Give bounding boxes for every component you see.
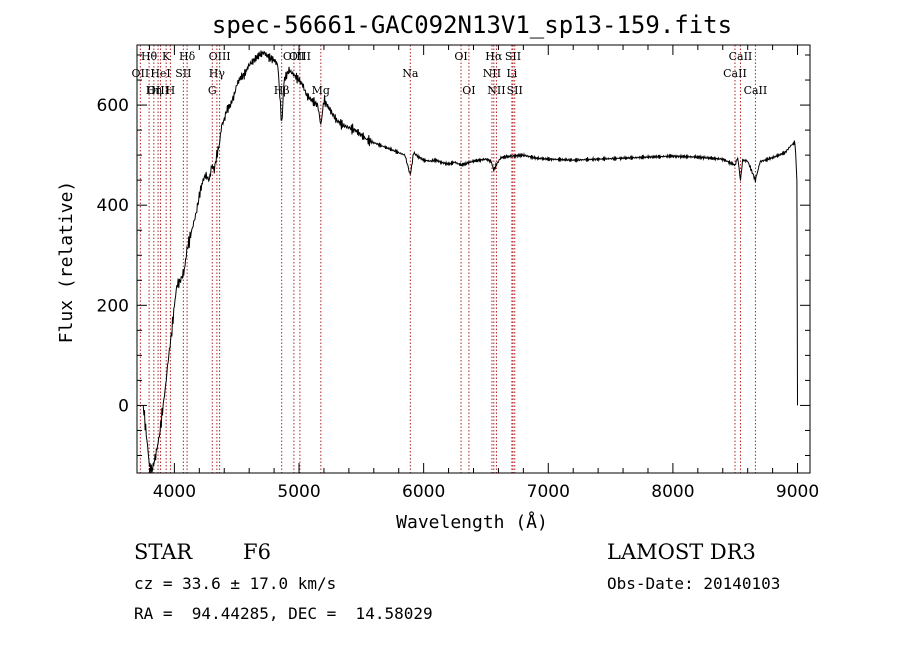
- x-tick-label: 9000: [776, 482, 819, 502]
- spectral-line-label: OI: [454, 50, 467, 63]
- spectral-line-label: NII: [483, 67, 501, 80]
- spectral-line-label: OII: [132, 67, 150, 80]
- spectral-line-label: SII: [507, 84, 523, 97]
- spectral-line-label: Na: [402, 67, 419, 80]
- spectral-line-label: NII: [487, 84, 505, 97]
- spectral-line-label: SII: [505, 50, 521, 63]
- x-tick-label: 6000: [402, 482, 445, 502]
- spectral-line-label: Mg: [312, 84, 330, 97]
- spectral-line-label: OIII: [147, 84, 169, 97]
- spectral-line-label: Hθ: [141, 50, 158, 63]
- x-tick-label: 5000: [277, 482, 320, 502]
- spectral-line-label: OIII: [289, 50, 311, 63]
- spectral-line-label: SII: [175, 67, 191, 80]
- axis-ticks: 4000 5000 6000 7000 8000 9000 0 200 400 600: [97, 45, 819, 502]
- x-tick-label: 7000: [527, 482, 570, 502]
- spectral-line-label: G: [208, 84, 217, 97]
- spectral-line-label: Hδ: [179, 50, 196, 63]
- observation-date: Obs-Date: 20140103: [607, 574, 781, 593]
- survey-name: LAMOST DR3: [607, 540, 756, 564]
- y-tick-label: 400: [97, 196, 129, 216]
- spectral-line-label: H: [166, 84, 176, 97]
- spectral-line-label: CaII: [723, 67, 747, 80]
- spectral-line-label: Hβ: [274, 84, 290, 97]
- spectral-line-label: CaII: [729, 50, 753, 63]
- y-tick-label: 0: [118, 396, 129, 416]
- spectral-line-label: K: [162, 50, 171, 63]
- spectral-line-label: Hη: [146, 84, 162, 97]
- x-tick-label: 4000: [153, 482, 196, 502]
- spectral-line-label: HeI: [150, 67, 170, 80]
- spectral-lines: [139, 45, 756, 473]
- y-tick-label: 200: [97, 296, 129, 316]
- redshift-cz: cz = 33.6 ± 17.0 km/s: [134, 574, 337, 593]
- spectral-line-label: Li: [506, 67, 517, 80]
- y-tick-label: 600: [97, 96, 129, 116]
- spectral-line-label: Hα: [485, 50, 503, 63]
- object-subclass: F6: [243, 540, 271, 564]
- spectral-line-label: OIII: [209, 50, 231, 63]
- spectrum-series: [142, 50, 798, 474]
- chart-title: spec-56661-GAC092N13V1_sp13-159.fits: [212, 11, 732, 39]
- y-axis-label: Flux (relative): [56, 181, 77, 344]
- coordinates: RA = 94.44285, DEC = 14.58029: [134, 604, 433, 623]
- x-tick-label: 8000: [651, 482, 694, 502]
- spectral-line-label: Hγ: [209, 67, 226, 80]
- object-class: STAR: [134, 540, 193, 564]
- x-axis-label: Wavelength (Å): [396, 511, 548, 533]
- spectral-line-label: OI: [462, 84, 475, 97]
- spectral-line-label: CaII: [744, 84, 768, 97]
- plot-frame: [136, 44, 811, 474]
